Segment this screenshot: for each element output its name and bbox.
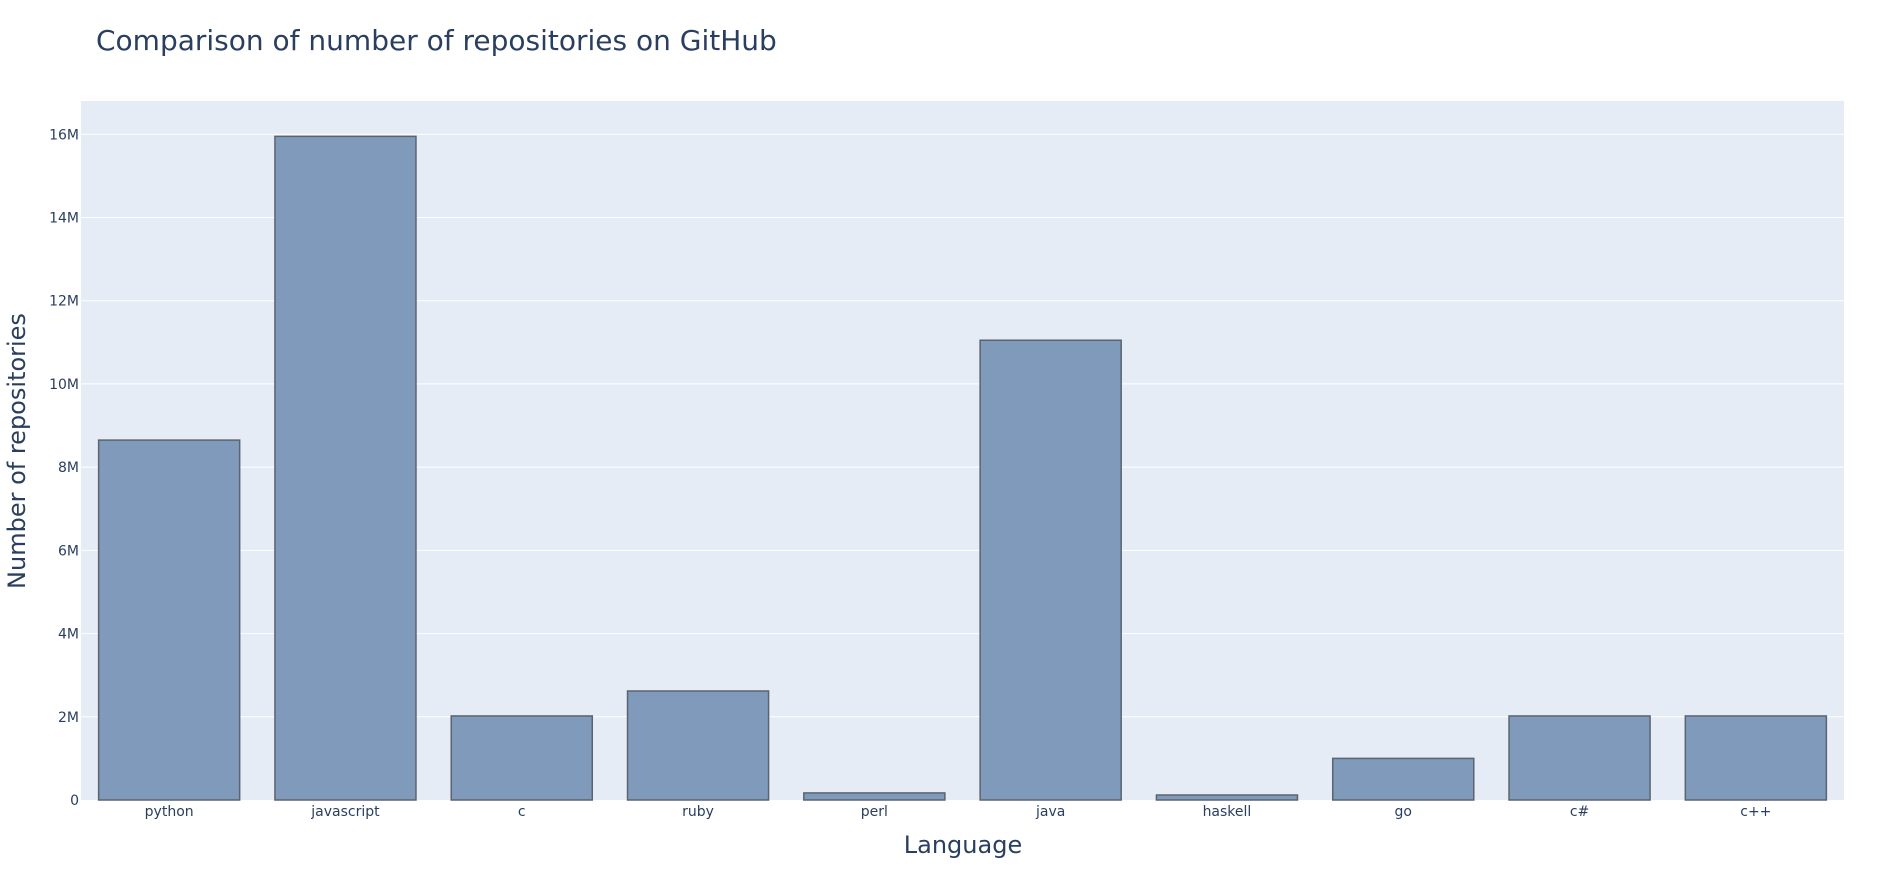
x-tick-label: c <box>518 804 526 820</box>
y-tick-label: 10M <box>49 377 79 393</box>
x-tick-label: c++ <box>1740 804 1771 820</box>
x-tick-label: haskell <box>1203 804 1252 820</box>
y-tick-label: 14M <box>49 211 79 227</box>
x-tick-label: python <box>145 804 194 820</box>
y-tick-label: 16M <box>49 127 79 143</box>
x-tick-label: java <box>1035 804 1065 820</box>
y-tick-label: 8M <box>58 460 79 476</box>
x-tick-label: perl <box>861 804 888 820</box>
bar-haskell <box>1155 794 1299 801</box>
y-tick-label: 0 <box>70 793 79 809</box>
y-axis-ticks: 0 2M 4M 6M 8M 10M 12M 14M 16M <box>49 127 79 809</box>
x-tick-label: javascript <box>310 804 380 820</box>
bar-c <box>450 715 594 801</box>
y-tick-label: 6M <box>58 543 79 559</box>
bar-c++ <box>1684 715 1828 801</box>
bar-java <box>979 339 1122 801</box>
bar-javascript <box>274 135 417 801</box>
x-tick-label: ruby <box>682 804 714 820</box>
y-tick-label: 4M <box>58 627 79 643</box>
bar-perl <box>803 792 946 801</box>
x-axis-title: Language <box>904 831 1022 859</box>
x-axis-ticks: python javascript c ruby perl java haskell go c#… <box>145 804 1772 820</box>
bar-c# <box>1508 715 1651 801</box>
bar-go <box>1331 757 1475 801</box>
y-tick-label: 12M <box>49 294 79 310</box>
y-tick-label: 2M <box>58 710 79 726</box>
bars <box>97 135 1828 801</box>
bar-python <box>97 439 241 801</box>
y-axis-title: Number of repositories <box>3 313 31 589</box>
chart-title: Comparison of number of repositories on … <box>96 24 777 57</box>
x-tick-label: c# <box>1570 804 1589 820</box>
x-tick-label: go <box>1395 804 1412 820</box>
bar-ruby <box>626 690 770 801</box>
